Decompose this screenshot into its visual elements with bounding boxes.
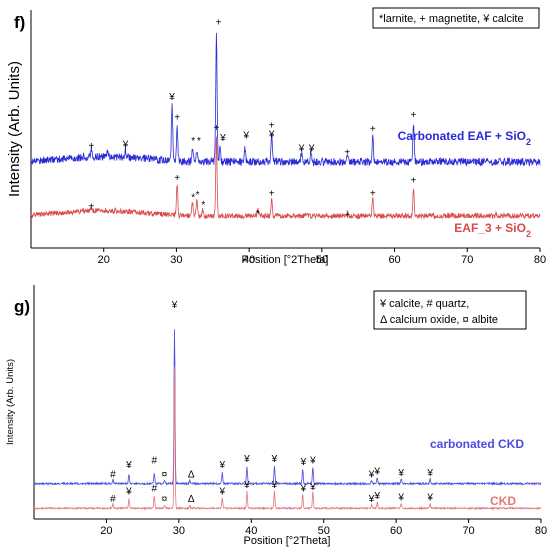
series-line-eaf-3-sio — [30, 136, 541, 220]
peak-marker: ¥ — [374, 466, 381, 477]
panel-g-peak-markers: #¥ #¤¥Δ¥¥ ¥ ¥ ¥¥ ¥ ¥ ¥#¥ #¤ Δ¥¥ ¥ ¥ ¥¥ ¥ ¥ ¥ — [110, 300, 433, 505]
peak-marker: ¥ — [219, 460, 226, 471]
panel-g-legend-line-1: ¥ calcite, # quartz, — [379, 298, 469, 310]
peak-marker: ¥ — [308, 144, 315, 155]
peak-marker: + — [370, 124, 376, 135]
peak-marker: ¥ — [125, 486, 132, 497]
peak-marker: Δ — [188, 469, 195, 480]
peak-marker: * — [196, 190, 200, 201]
panel-f: 20 30 40 50 60 70 80 + ¥¥+* *+¥ ¥+¥¥ ¥ +++++* **+*++… — [6, 7, 546, 266]
peak-marker: ¥ — [122, 140, 129, 151]
x-tick-label: 60 — [390, 525, 402, 537]
peak-marker: ¥ — [426, 468, 433, 479]
peak-marker: # — [110, 494, 116, 505]
peak-marker: ¥ — [271, 454, 278, 465]
peak-marker: ¥ — [374, 491, 381, 502]
panel-g-x-label: Position [°2Theta] — [244, 535, 331, 547]
x-tick-label: 50 — [318, 525, 330, 537]
peak-marker: ¥ — [397, 468, 404, 479]
peak-marker: ¥ — [368, 494, 375, 505]
x-tick-label: 40 — [245, 525, 257, 537]
peak-marker: + — [344, 147, 350, 158]
peak-marker: ¥ — [171, 300, 178, 311]
peak-marker: + — [174, 173, 180, 184]
peak-marker: # — [151, 456, 157, 467]
peak-marker: + — [344, 210, 350, 221]
peak-marker: ¤ — [162, 469, 168, 480]
panel-g-label: g) — [14, 297, 30, 316]
x-tick-label: 30 — [170, 254, 182, 266]
panel-g-series-label-ckd: CKD — [490, 494, 516, 508]
peak-marker: + — [411, 176, 417, 187]
x-tick-label: 60 — [388, 254, 400, 266]
panel-g: 20 30 40 50 60 70 80 #¥ #¤¥Δ¥¥ ¥ ¥ ¥¥ ¥ ¥ ¥#¥ #¤ Δ¥¥ ¥ ¥ ¥… — [5, 285, 547, 547]
x-tick-label: 40 — [243, 254, 255, 266]
peak-marker: ¥ — [243, 454, 250, 465]
peak-marker: ¥ — [242, 131, 249, 142]
peak-marker: + — [370, 189, 376, 200]
peak-marker: ¥ — [125, 460, 132, 471]
peak-marker: ¥ — [300, 483, 307, 494]
panel-g-series — [33, 329, 542, 511]
peak-marker: * — [201, 200, 205, 211]
x-tick-label: 70 — [461, 254, 473, 266]
series-line-carbonated-ckd — [33, 329, 542, 487]
series-line-ckd — [33, 366, 542, 511]
peak-marker: * — [197, 136, 201, 147]
peak-marker: Δ — [188, 494, 195, 505]
peak-marker: * — [256, 209, 260, 220]
panel-f-series-label-carbonated: Carbonated EAF + SiO2 — [398, 129, 531, 147]
peak-marker: ¥ — [309, 482, 316, 493]
peak-marker: + — [269, 120, 275, 131]
panel-f-series-label-eaf3: EAF_3 + SiO2 — [454, 221, 531, 239]
peak-marker: ¥ — [309, 456, 316, 467]
panel-f-y-label: Intensity (Arb. Units) — [6, 61, 23, 197]
peak-marker: # — [151, 483, 157, 494]
panel-g-legend-box — [373, 290, 527, 330]
panel-g-x-ticks: 20 30 40 50 60 70 80 — [100, 519, 547, 537]
panel-f-x-label: Position [°2Theta] — [242, 254, 329, 266]
peak-marker: ¥ — [397, 493, 404, 504]
x-tick-label: 30 — [173, 525, 185, 537]
peak-marker: ¥ — [219, 133, 226, 144]
x-tick-label: 20 — [100, 525, 112, 537]
peak-marker: + — [216, 17, 222, 28]
peak-marker: * — [191, 136, 195, 147]
x-tick-label: 50 — [316, 254, 328, 266]
peak-marker: + — [411, 110, 417, 121]
x-tick-label: 20 — [98, 254, 110, 266]
panel-f-peak-markers: + ¥¥+* *+¥ ¥+¥¥ ¥ +++++* **+*++++ — [88, 17, 416, 221]
x-tick-label: 80 — [535, 525, 547, 537]
peak-marker: ¥ — [271, 480, 278, 491]
peak-marker: ¥ — [219, 486, 226, 497]
peak-marker: # — [110, 469, 116, 480]
panel-f-legend-text: *larnite, + magnetite, ¥ calcite — [379, 13, 524, 25]
peak-marker: ¥ — [298, 144, 305, 155]
peak-marker: + — [88, 141, 94, 152]
panel-f-x-ticks: 20 30 40 50 60 70 80 — [98, 248, 546, 266]
series-line-carbonated-eaf-sio — [30, 32, 541, 167]
panel-g-series-label-carbonated-ckd: carbonated CKD — [430, 437, 524, 451]
peak-marker: ¥ — [300, 457, 307, 468]
panel-g-y-label: Intensity (Arb. Units) — [5, 359, 16, 445]
peak-marker: + — [88, 201, 94, 212]
x-tick-label: 70 — [462, 525, 474, 537]
peak-marker: ¥ — [268, 129, 275, 140]
panel-f-label: f) — [14, 13, 25, 32]
panel-f-legend-box — [372, 7, 540, 29]
peak-marker: ¥ — [426, 493, 433, 504]
peak-marker: ¤ — [162, 494, 168, 505]
peak-marker: + — [269, 189, 275, 200]
panel-g-legend-line-2: Δ calcium oxide, ¤ albite — [380, 314, 498, 326]
peak-marker: ¥ — [368, 469, 375, 480]
x-tick-label: 80 — [534, 254, 546, 266]
peak-marker: + — [213, 123, 219, 134]
peak-marker: ¥ — [168, 92, 175, 103]
panel-f-series — [30, 32, 541, 220]
peak-marker: + — [174, 113, 180, 124]
peak-marker: ¥ — [243, 480, 250, 491]
peak-marker: * — [191, 192, 195, 203]
